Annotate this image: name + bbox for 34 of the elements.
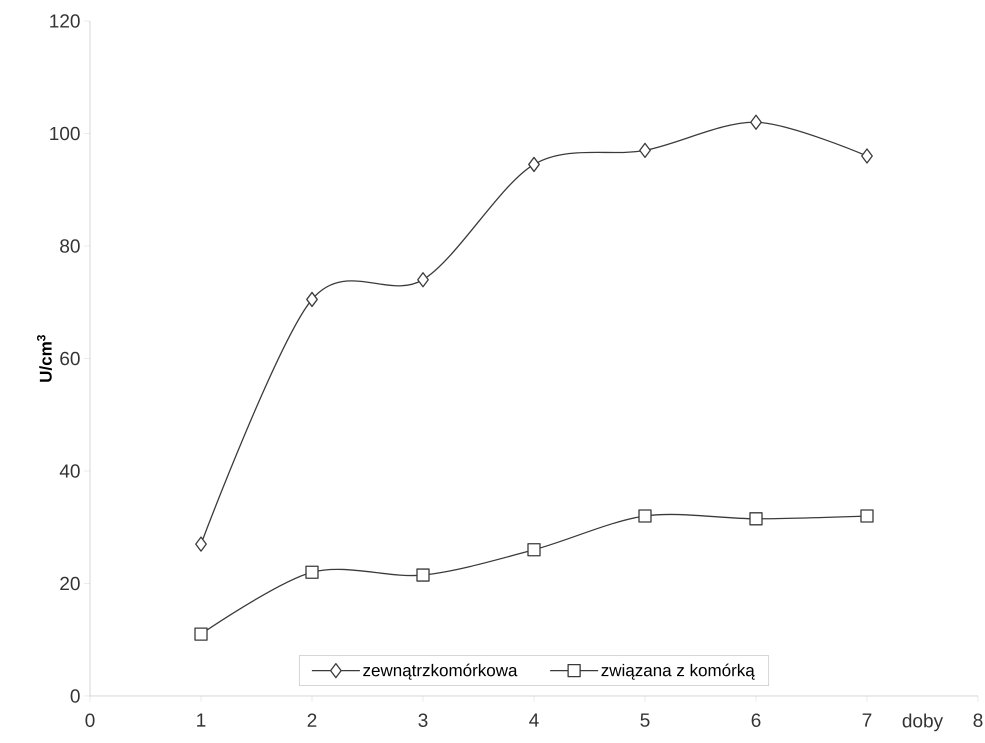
point xyxy=(305,566,319,579)
y-tick-label: 80 xyxy=(60,239,80,253)
point xyxy=(750,114,762,130)
x-tick-label: 5 xyxy=(640,714,650,727)
x-tick-label: 3 xyxy=(418,714,428,727)
y-axis-title: U/cm$^{3}$ xyxy=(36,335,52,382)
point xyxy=(527,543,541,556)
x-tick-label: 1 xyxy=(197,714,206,727)
x-axis-title: doby xyxy=(902,714,944,732)
x-tick-label: 7 xyxy=(862,714,872,727)
point xyxy=(306,292,318,308)
point xyxy=(638,509,652,523)
point xyxy=(195,536,207,552)
x-tick-label: 2 xyxy=(308,714,316,727)
point xyxy=(860,509,874,523)
y-tick-label: 60 xyxy=(60,352,80,366)
y-tick-label: 20 xyxy=(60,576,80,590)
y-tick-label: 0 xyxy=(70,689,80,703)
point xyxy=(528,156,540,172)
x-tick-label: 6 xyxy=(752,714,760,727)
legend-label: związana z komórką xyxy=(601,664,755,680)
x-tick-label: 4 xyxy=(529,714,539,727)
legend-label: zewnątrzkomórkowa xyxy=(363,664,518,680)
point xyxy=(861,148,873,164)
y-tick-label: 100 xyxy=(50,126,80,140)
point xyxy=(639,142,651,158)
x-tick-label: 8 xyxy=(974,714,982,727)
y-tick-label: 120 xyxy=(50,14,80,28)
point xyxy=(749,512,763,526)
point xyxy=(417,272,429,288)
x-tick-label: 0 xyxy=(85,714,95,727)
y-tick-label: 40 xyxy=(60,464,80,478)
point xyxy=(416,568,430,582)
point xyxy=(194,627,208,641)
